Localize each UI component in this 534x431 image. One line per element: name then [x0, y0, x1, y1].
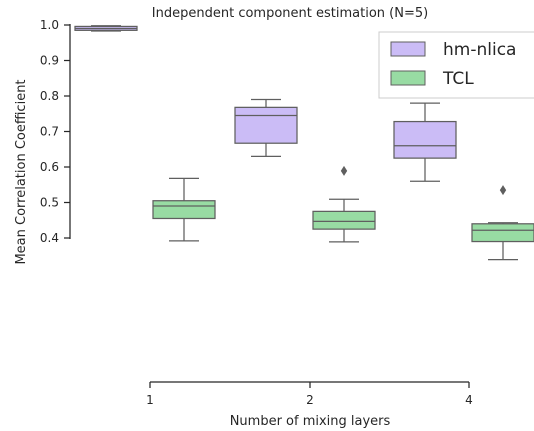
x-tick-label: 1 — [146, 393, 154, 407]
legend-label: TCL — [442, 69, 474, 89]
legend-swatch — [390, 70, 426, 86]
box-TCL-2 — [312, 165, 376, 243]
box-iqr — [152, 200, 216, 220]
legend-swatch — [390, 41, 426, 57]
box-iqr — [234, 106, 298, 144]
y-axis: 0.4 0.5 0.6 0.7 0.8 0.9 1.0 — [40, 18, 71, 245]
y-tick-label: 0.4 — [40, 231, 59, 245]
y-tick-label: 0.5 — [40, 196, 59, 210]
box-groups — [74, 25, 534, 261]
box-TCL-1 — [152, 177, 216, 242]
outlier-marker — [499, 185, 507, 196]
y-tick-label: 1.0 — [40, 18, 59, 32]
y-tick-label: 0.9 — [40, 54, 59, 68]
x-tick-label: 2 — [306, 393, 314, 407]
box-hm-nlica-1 — [74, 25, 138, 32]
y-tick-label: 0.7 — [40, 125, 59, 139]
box-iqr — [312, 210, 376, 230]
legend-label: hm-nlica — [443, 40, 516, 60]
box-TCL-4 — [471, 185, 534, 261]
outlier-marker — [340, 165, 348, 176]
chart-title: Independent component estimation (N=5) — [152, 6, 428, 21]
y-tick-label: 0.8 — [40, 89, 59, 103]
y-axis-label: Mean Correlation Coefficient — [14, 79, 29, 264]
x-tick-label: 4 — [465, 393, 473, 407]
box-iqr — [471, 223, 534, 243]
box-hm-nlica-4 — [393, 102, 457, 182]
x-axis: 1 2 4 — [146, 381, 473, 407]
box-hm-nlica-2 — [234, 98, 298, 157]
legend: hm-nlica TCL — [378, 31, 534, 99]
box-iqr — [393, 120, 457, 159]
x-axis-label: Number of mixing layers — [230, 414, 391, 429]
y-tick-label: 0.6 — [40, 160, 59, 174]
